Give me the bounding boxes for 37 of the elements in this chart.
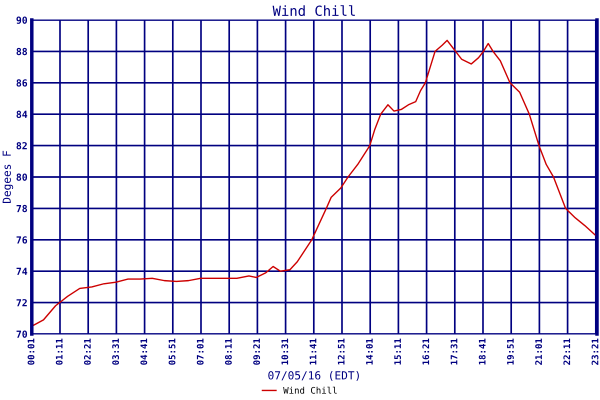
- x-tick-label: 04:41: [140, 338, 148, 365]
- x-tick-label: 16:21: [422, 338, 430, 365]
- y-tick-label: 90: [16, 16, 28, 24]
- x-tick-label: 01:11: [56, 338, 63, 365]
- x-tick-label: 19:51: [507, 338, 514, 365]
- legend-label: Wind Chill: [283, 386, 337, 394]
- y-tick-label: 74: [16, 268, 28, 275]
- x-tick-label: 14:01: [366, 338, 373, 365]
- y-tick-label: 84: [16, 110, 28, 118]
- x-tick-label: 03:31: [112, 338, 120, 365]
- y-tick-label: 76: [16, 236, 28, 244]
- chart-title: Wind Chill: [272, 5, 355, 16]
- y-axis-title: Degees F: [2, 150, 14, 204]
- x-axis-title: 07/05/16 (EDT): [268, 370, 359, 381]
- y-tick-label: 72: [16, 299, 27, 306]
- x-tick-label: 08:11: [224, 338, 232, 365]
- y-tick-label: 78: [16, 204, 28, 212]
- x-tick-label: 11:41: [310, 338, 316, 365]
- x-tick-label: 02:21: [84, 338, 91, 365]
- x-tick-label: 18:41: [478, 338, 486, 365]
- x-tick-label: 15:11: [394, 338, 402, 365]
- line-series: [32, 40, 597, 327]
- x-tick-label: 12:51: [338, 338, 345, 365]
- x-tick-label: 17:31: [450, 338, 458, 365]
- y-tick-label: 86: [16, 79, 28, 87]
- x-tick-label: 09:21: [253, 338, 260, 365]
- x-tick-label: 22:11: [563, 338, 570, 365]
- x-tick-label: 00:01: [28, 338, 34, 365]
- x-tick-label: 07:01: [196, 338, 204, 365]
- y-tick-label: 88: [16, 48, 28, 56]
- y-tick-label: 80: [16, 173, 28, 181]
- x-tick-label: 10:31: [281, 338, 288, 365]
- x-tick-label: 23:21: [592, 338, 598, 365]
- y-tick-label: 82: [16, 142, 27, 150]
- x-tick-label: 05:51: [168, 338, 176, 365]
- x-tick-label: 21:01: [535, 338, 542, 365]
- y-tick-label: 70: [16, 330, 28, 338]
